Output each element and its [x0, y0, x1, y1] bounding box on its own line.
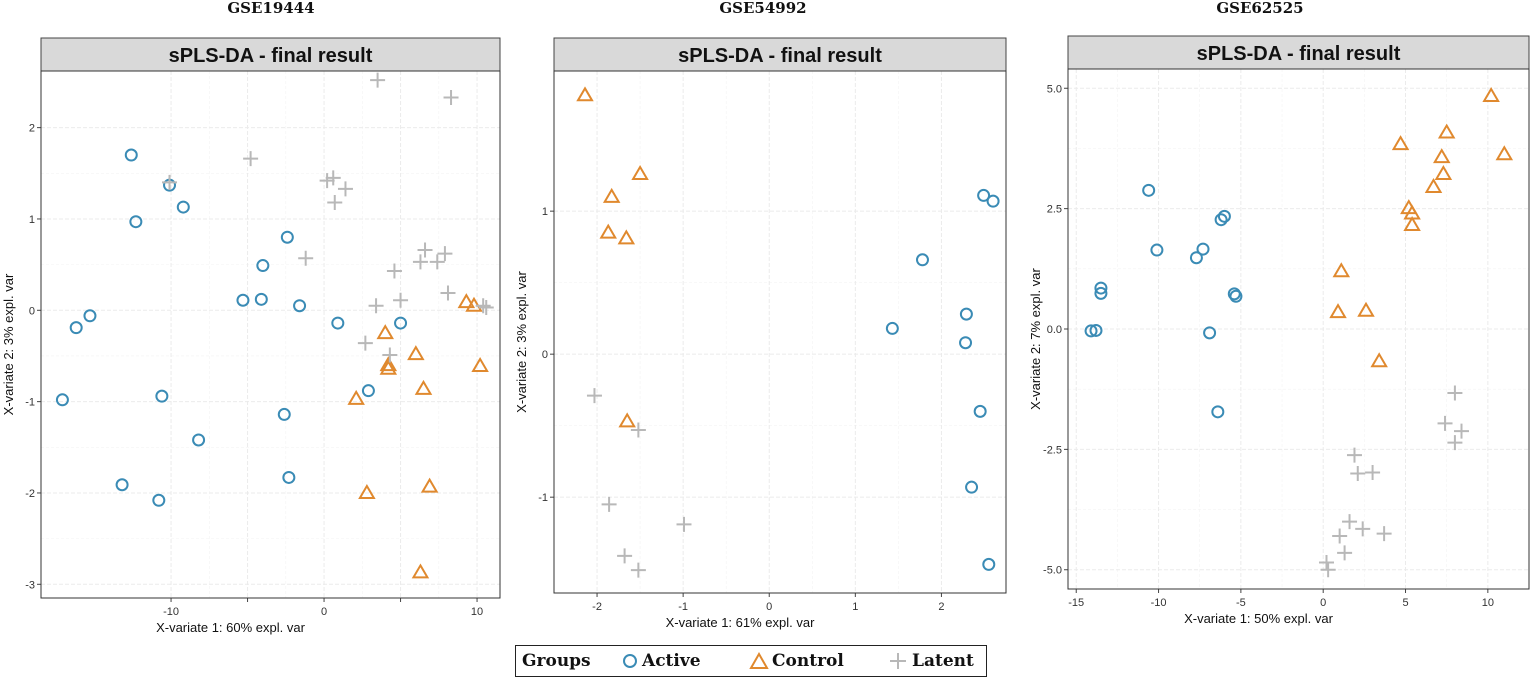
point-active — [282, 470, 296, 484]
chart-title: sPLS-DA - final result — [169, 45, 373, 67]
point-active — [361, 384, 375, 398]
point-latent — [162, 174, 178, 190]
point-active — [115, 478, 129, 492]
point-active — [176, 200, 190, 214]
point-latent — [357, 335, 373, 351]
point-active — [129, 215, 143, 229]
point-active — [331, 316, 345, 330]
point-control — [347, 389, 365, 405]
point-control — [457, 293, 476, 309]
point-active — [55, 393, 69, 407]
point-latent — [319, 173, 335, 189]
point-latent — [386, 263, 402, 279]
legend: Groups Active Control Latent — [515, 645, 987, 677]
point-latent — [393, 292, 409, 308]
point-active — [152, 493, 166, 507]
point-latent — [325, 170, 341, 186]
point-active — [236, 293, 250, 307]
point-active — [254, 292, 268, 306]
point-control — [376, 324, 394, 340]
point-latent — [337, 181, 353, 197]
point-latent — [412, 254, 428, 270]
y-tick-label: -2 — [25, 488, 35, 500]
cross-icon — [890, 653, 906, 669]
series-latent — [162, 72, 494, 363]
point-latent — [382, 347, 398, 363]
point-active — [293, 299, 307, 313]
point-control — [420, 477, 439, 493]
point-control — [358, 483, 376, 499]
point-latent — [443, 89, 459, 105]
point-control — [411, 563, 430, 579]
legend-item-active: Active — [642, 651, 701, 671]
point-latent — [417, 242, 433, 258]
point-active — [124, 148, 138, 162]
legend-item-latent: Latent — [912, 651, 974, 671]
y-tick-label: 1 — [29, 214, 35, 226]
circle-icon — [623, 654, 637, 668]
y-tick-label: 0 — [29, 305, 35, 317]
point-control — [379, 356, 398, 372]
point-control — [407, 345, 425, 361]
x-tick-label: 0 — [321, 606, 327, 618]
point-active — [69, 321, 83, 335]
point-control — [379, 359, 398, 375]
y-axis-label: X-variate 2: 3% expl. var — [1, 273, 16, 415]
plot-border — [40, 70, 501, 599]
y-tick-label: -1 — [25, 397, 35, 409]
point-active — [83, 309, 97, 323]
x-tick-label: -10 — [163, 606, 179, 618]
point-latent — [429, 254, 445, 270]
plot-area — [41, 71, 500, 598]
point-active — [155, 389, 169, 403]
y-tick-label: 2 — [29, 123, 35, 135]
point-active — [277, 407, 291, 421]
dataset-title-gse19444: GSE19444 — [227, 0, 315, 17]
point-latent — [368, 298, 384, 314]
x-axis-label: X-variate 1: 60% expl. var — [156, 620, 306, 635]
point-latent — [298, 250, 314, 266]
dataset-title-gse62525: GSE62525 — [1216, 0, 1304, 17]
point-latent — [437, 246, 453, 262]
point-control — [471, 357, 489, 373]
y-tick-label: -3 — [25, 579, 35, 591]
triangle-icon — [749, 652, 769, 669]
facet-strip — [40, 37, 501, 72]
legend-title: Groups — [522, 651, 591, 671]
point-latent — [327, 195, 343, 211]
point-active — [192, 433, 206, 447]
point-latent — [475, 298, 491, 314]
point-active — [394, 316, 408, 330]
point-latent — [440, 285, 456, 301]
point-active — [256, 259, 270, 273]
legend-item-control: Control — [772, 651, 844, 671]
point-latent — [243, 151, 259, 167]
x-tick-label: 10 — [471, 606, 483, 618]
series-active — [55, 148, 408, 507]
point-latent — [478, 300, 494, 316]
dataset-title-gse54992: GSE54992 — [719, 0, 807, 17]
point-latent — [370, 72, 386, 88]
point-control — [414, 379, 433, 395]
point-active — [280, 230, 294, 244]
